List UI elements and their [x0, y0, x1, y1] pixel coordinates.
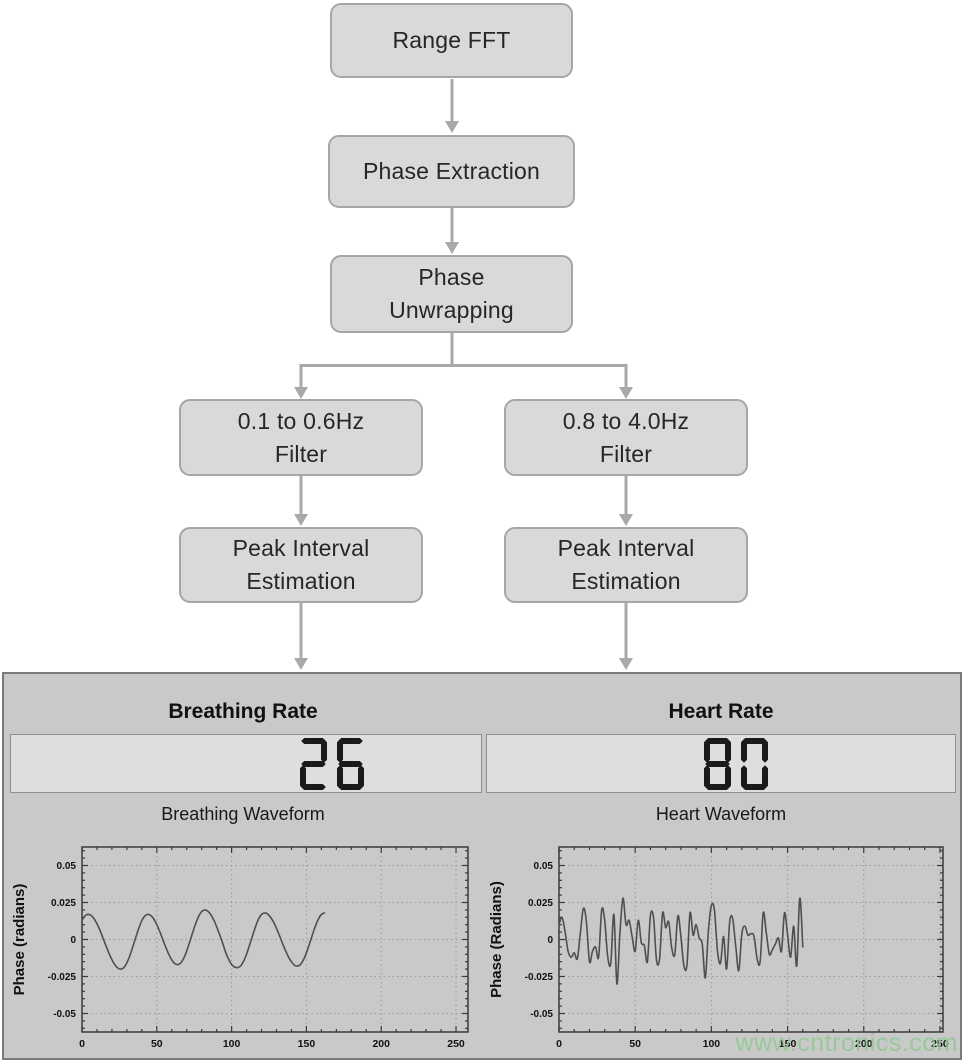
svg-text:50: 50	[151, 1038, 163, 1050]
node-heart-filter-label: 0.8 to 4.0Hz Filter	[562, 407, 690, 467]
node-breathing-filter: 0.1 to 0.6Hz Filter	[179, 399, 423, 476]
heart-waveform-chart: 0.05 0.025 0 -0.025 -0.05 0 50 100 150 200 250 Phas…	[485, 838, 957, 1056]
svg-text:0: 0	[556, 1038, 562, 1050]
node-range-fft-label: Range FFT	[392, 27, 511, 53]
svg-text:-0.05: -0.05	[53, 1009, 76, 1020]
svg-text:250: 250	[931, 1038, 949, 1050]
svg-text:0: 0	[70, 935, 76, 946]
svg-text:-0.025: -0.025	[48, 972, 77, 983]
svg-text:150: 150	[779, 1038, 797, 1050]
heart-rate-display	[486, 734, 956, 793]
svg-text:250: 250	[447, 1038, 465, 1050]
svg-text:50: 50	[629, 1038, 641, 1050]
node-range-fft: Range FFT	[330, 3, 573, 78]
signal-processing-flowchart: Range FFT Phase Extraction Phase Unwrapp…	[179, 3, 748, 670]
heart-rate-title: Heart Rate	[668, 700, 774, 723]
svg-text:100: 100	[223, 1038, 241, 1050]
node-breathing-filter-label: 0.1 to 0.6Hz Filter	[237, 407, 365, 467]
breathing-waveform-title: Breathing Waveform	[161, 804, 325, 824]
flowchart-arrows	[294, 79, 633, 670]
breathing-waveform-chart: 0.05 0.025 0 -0.025 -0.05 0 50 100 150 200 250 Phas…	[8, 838, 482, 1056]
node-breathing-peak-estimation: Peak Interval Estimation	[179, 527, 423, 603]
heart-waveform-title: Heart Waveform	[655, 804, 787, 824]
svg-text:200: 200	[855, 1038, 873, 1050]
breathing-rate-value	[300, 737, 364, 790]
svg-text:Phase (Radians): Phase (Radians)	[488, 881, 505, 998]
node-heart-peak-estimation: Peak Interval Estimation	[504, 527, 748, 603]
node-heart-peak-estimation-label: Peak Interval Estimation	[557, 535, 695, 594]
node-phase-unwrapping: Phase Unwrapping	[330, 255, 573, 333]
heart-rate-value	[704, 737, 768, 790]
svg-text:200: 200	[372, 1038, 390, 1050]
svg-text:Phase (radians): Phase (radians)	[11, 884, 28, 996]
node-phase-unwrapping-label: Phase Unwrapping	[389, 264, 514, 323]
results-panel: Breathing Rate Heart Rate Breathing Wave…	[2, 672, 962, 1060]
node-heart-filter: 0.8 to 4.0Hz Filter	[504, 399, 748, 476]
node-breathing-peak-estimation-label: Peak Interval Estimation	[232, 535, 370, 594]
breathing-rate-display	[10, 734, 482, 793]
svg-text:0: 0	[547, 935, 553, 946]
svg-text:0: 0	[79, 1038, 85, 1050]
watermark: www.cntronics.com	[735, 1029, 958, 1057]
node-phase-extraction: Phase Extraction	[328, 135, 575, 208]
svg-text:-0.05: -0.05	[530, 1009, 553, 1020]
svg-text:150: 150	[298, 1038, 316, 1050]
svg-text:100: 100	[703, 1038, 721, 1050]
node-phase-extraction-label: Phase Extraction	[362, 158, 541, 184]
svg-text:0.025: 0.025	[528, 898, 553, 909]
svg-text:0.05: 0.05	[534, 861, 554, 872]
svg-text:-0.025: -0.025	[525, 972, 554, 983]
svg-text:0.025: 0.025	[51, 898, 76, 909]
svg-text:0.05: 0.05	[57, 861, 77, 872]
breathing-rate-title: Breathing Rate	[168, 700, 318, 723]
